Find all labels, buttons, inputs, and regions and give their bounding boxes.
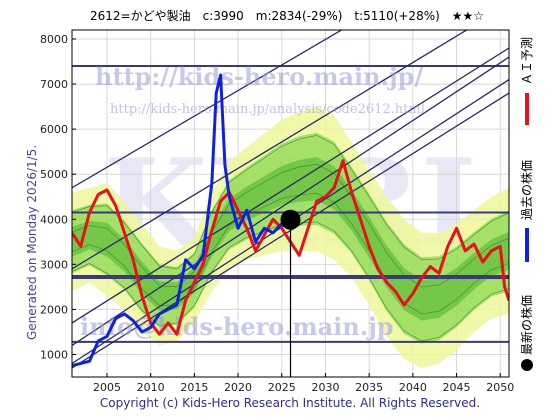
x-tick-label: 2015 (180, 381, 208, 394)
axis-ticks: 1000 2000 3000 4000 5000 6000 7000 8000 2005 2010… (40, 33, 514, 394)
x-tick-label: 2020 (224, 381, 252, 394)
current-price-dot (280, 209, 301, 230)
y-tick-label: 8000 (40, 33, 68, 46)
band-line (72, 192, 509, 315)
plot-frame (71, 29, 510, 378)
y-tick-label: 4000 (40, 213, 68, 226)
x-tick-label: 2030 (311, 381, 339, 394)
y-tick-label: 7000 (40, 78, 68, 91)
band-line (72, 163, 509, 288)
band-inner (72, 132, 509, 344)
legend-past-label: 過去の株価 (519, 160, 534, 220)
x-tick-label: 2010 (137, 381, 165, 394)
y-tick-label: 1000 (40, 348, 68, 361)
y-tick-label: 2000 (40, 303, 68, 316)
trend-line (72, 47, 509, 324)
ai-forecast-line (72, 159, 509, 336)
current-marker (280, 209, 301, 377)
x-tick-label: 2045 (443, 381, 471, 394)
legend-ai-label: ＡＩ予測 (520, 37, 534, 85)
x-tick-label: 2005 (93, 381, 121, 394)
y-tick-label: 3000 (40, 258, 68, 271)
watermark-analysis-url: http://kids-hero.main.jp/analysis/code26… (110, 102, 425, 117)
band-line (72, 135, 509, 270)
chart-title: 2612=かどや製油 c:3990 m:2834(-29%) t:5110(+2… (90, 9, 484, 23)
y-tick-label: 6000 (40, 123, 68, 136)
x-tick-label: 2040 (399, 381, 427, 394)
watermark-email: info@kids-hero.main.jp (80, 312, 394, 341)
legend-latest-label: 最新の株価 (519, 295, 534, 355)
trend-line (72, 30, 468, 270)
copyright: Copyright (c) Kids-Hero Research Institu… (100, 396, 480, 410)
generated-label: Generated on Monday 2026/1/5. (25, 145, 39, 340)
x-tick-label: 2025 (268, 381, 296, 394)
watermark-url: http://kids-hero.main.jp/ (95, 62, 423, 91)
y-tick-label: 5000 (40, 168, 68, 181)
x-tick-label: 2035 (355, 381, 383, 394)
x-tick-label: 2050 (486, 381, 514, 394)
price-series (72, 73, 509, 368)
legend: ＡＩ予測 過去の株価 最新の株価 (519, 37, 534, 371)
trend-line (72, 56, 509, 346)
past-price-line (72, 73, 292, 368)
legend-latest-swatch (521, 359, 533, 371)
